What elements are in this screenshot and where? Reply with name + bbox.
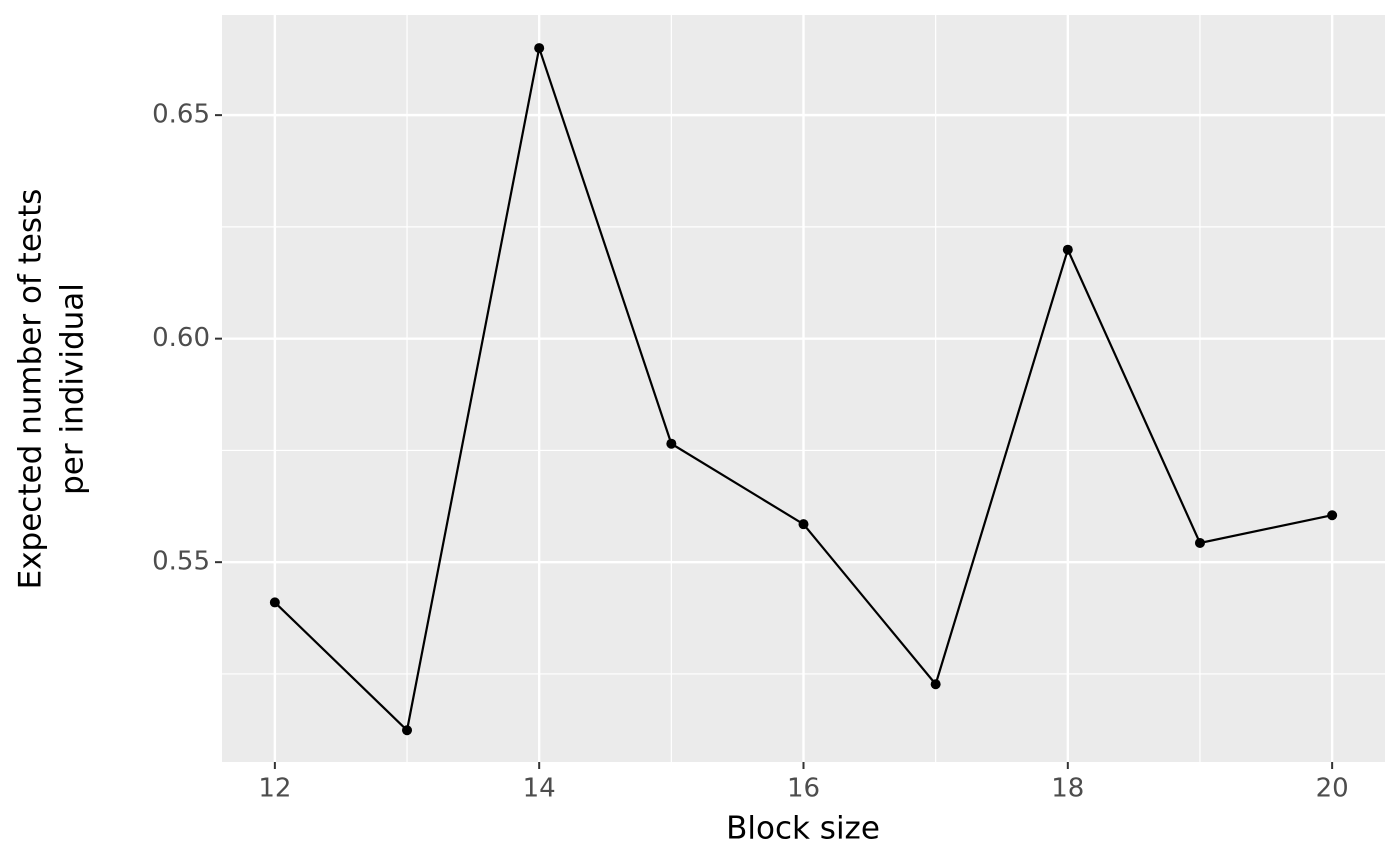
x-tick-label: 12 <box>258 774 291 804</box>
point <box>798 519 809 530</box>
point <box>1194 537 1205 548</box>
point <box>269 597 280 608</box>
x-axis-title: Block size <box>726 811 880 847</box>
point <box>534 43 545 54</box>
point <box>1062 244 1073 255</box>
x-tick-label: 14 <box>523 774 556 804</box>
y-tick-label: 0.55 <box>152 547 210 577</box>
x-tick-label: 20 <box>1316 774 1349 804</box>
x-tick-label: 18 <box>1051 774 1084 804</box>
point <box>402 725 413 736</box>
y-axis-title: Expected number of tests <box>13 189 49 590</box>
point <box>1327 510 1338 521</box>
x-tick-label: 16 <box>787 774 820 804</box>
point <box>930 679 941 690</box>
y-tick-label: 0.65 <box>152 100 210 130</box>
y-tick-label: 0.60 <box>152 323 210 353</box>
point <box>666 438 677 449</box>
y-axis-title: per individual <box>55 283 91 495</box>
